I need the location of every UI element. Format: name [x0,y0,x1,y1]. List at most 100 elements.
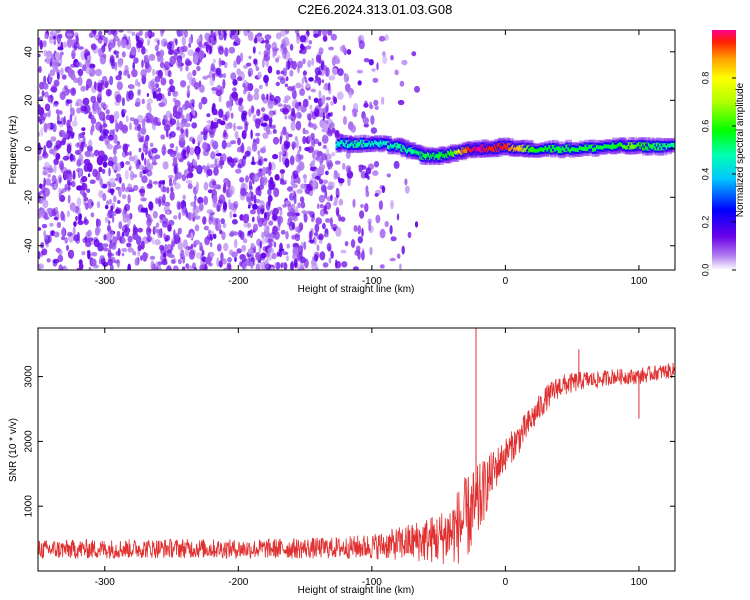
noise-cell [229,249,234,256]
noise-cell [38,89,41,95]
noise-cell [238,97,244,104]
noise-cell [63,116,66,125]
noise-cell [356,69,364,74]
noise-cell [333,226,336,232]
noise-cell [302,98,309,108]
snr-y-label: SNR (10 * v/v) [8,418,19,482]
noise-cell [236,37,241,45]
noise-cell [107,134,114,141]
noise-cell [226,181,231,188]
noise-cell [97,82,103,93]
noise-cell [157,117,161,123]
noise-cell [151,147,158,154]
noise-cell [138,188,146,194]
noise-cell [218,59,222,68]
noise-cell [123,109,127,114]
noise-cell [118,221,123,230]
noise-cell [257,71,262,79]
noise-cell [87,237,94,242]
noise-cell [43,230,46,239]
colorbar-tick-label: 0.0 [700,264,710,277]
noise-cell [259,240,263,249]
x-tick-label: 100 [631,276,648,287]
noise-cell [179,251,185,259]
signal-point [516,146,521,151]
noise-cell [216,205,221,212]
noise-cell [236,248,242,254]
noise-cell [141,46,146,55]
noise-cell [196,65,201,72]
noise-cell [82,97,90,106]
noise-cell [140,207,148,213]
noise-cell [137,244,142,251]
noise-cell [255,66,260,72]
noise-cell [68,181,73,186]
noise-cell [58,264,63,270]
noise-cell [49,165,53,171]
noise-cell [329,217,333,227]
noise-cell [144,61,150,70]
noise-cell [164,201,171,207]
noise-cell [116,81,123,91]
noise-cell [218,46,224,55]
noise-cell [73,221,77,228]
noise-cell [235,168,242,174]
noise-cell [256,108,261,117]
colorbar-ticks: 0.0 0.2 0.4 0.6 0.8 [700,72,736,277]
noise-cell [122,143,128,153]
noise-cell [146,158,150,168]
noise-cell [115,208,121,214]
noise-cell [105,109,110,115]
noise-cell [135,97,141,107]
noise-cell [83,196,89,202]
noise-cell [184,100,190,109]
noise-cell [238,104,244,113]
noise-cell [343,72,346,77]
noise-cell [174,173,179,181]
noise-cell [265,43,271,51]
noise-cell [342,116,348,126]
noise-cell [152,68,156,77]
noise-cell [41,223,48,229]
noise-cell [278,151,285,155]
noise-cell [121,225,128,233]
noise-cell [311,217,315,223]
noise-cell [78,262,84,270]
noise-cell [374,193,379,197]
noise-cell [255,263,261,270]
noise-cell [269,94,275,102]
noise-cell [264,259,269,269]
noise-cell [280,70,285,75]
noise-cell [159,49,165,57]
noise-cell [322,35,328,42]
noise-cell [126,39,129,46]
noise-cell [328,257,332,264]
noise-cell [90,128,94,136]
noise-cell [159,254,164,261]
noise-cell [191,122,198,129]
noise-cell [222,258,227,265]
noise-cell [225,142,232,148]
noise-cell [197,41,203,50]
noise-cell [382,55,388,65]
noise-cell [264,39,270,44]
noise-cell [66,210,70,218]
noise-cell [274,109,277,116]
noise-cell [83,158,91,165]
noise-cell [209,130,215,139]
noise-cell [338,198,344,206]
noise-cell [67,231,73,237]
noise-cell [129,150,132,157]
noise-cell [233,60,238,68]
noise-cell [310,160,315,168]
noise-cell [268,109,274,119]
noise-cell [133,184,139,191]
noise-cell [214,30,219,37]
noise-cell [163,245,169,252]
noise-cell [203,195,209,206]
noise-cell [389,257,396,262]
noise-cell [69,249,74,258]
noise-cell [350,239,356,248]
noise-cell [124,64,129,73]
noise-cell [101,257,106,266]
